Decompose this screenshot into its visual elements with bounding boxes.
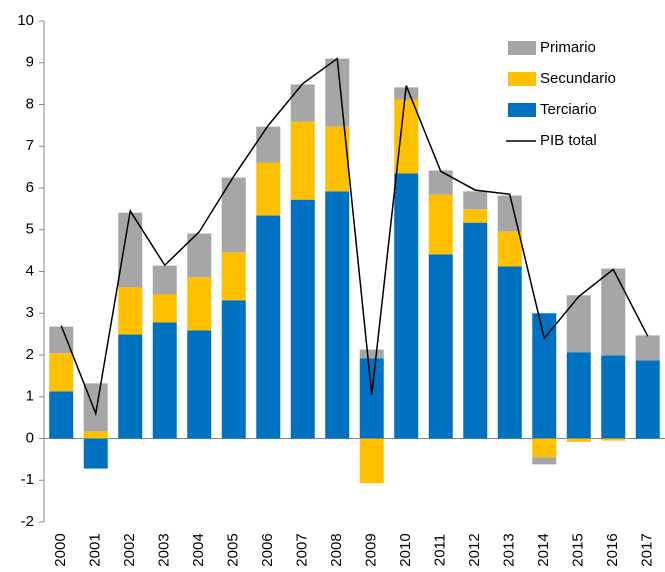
- bar-segment: [497, 231, 522, 267]
- y-tick-label: 1: [26, 388, 34, 405]
- legend-label: Primario: [540, 39, 596, 56]
- y-tick-label: 8: [26, 95, 34, 112]
- y-tick-label: 4: [26, 262, 34, 279]
- y-tick-label: 6: [26, 179, 34, 196]
- bar-segment: [394, 173, 419, 439]
- y-tick-label: 10: [17, 12, 34, 29]
- bar-segment: [49, 326, 74, 354]
- x-tick-label: 2016: [604, 533, 621, 566]
- bar-segment: [463, 222, 488, 439]
- bar-segment: [428, 254, 453, 439]
- bar-segment: [152, 322, 177, 439]
- legend-label: Terciario: [540, 101, 597, 118]
- legend-swatch: [508, 41, 536, 55]
- x-tick-label: 2012: [466, 533, 483, 566]
- x-tick-label: 2008: [328, 533, 345, 566]
- x-tick-label: 2009: [363, 533, 380, 566]
- bar-segment: [256, 162, 281, 216]
- y-tick-label: 0: [26, 429, 34, 446]
- bar-segment: [601, 268, 626, 356]
- y-tick-label: -1: [21, 471, 34, 488]
- y-tick-label: 5: [26, 221, 34, 238]
- bar-segment: [463, 191, 488, 210]
- bar-segment: [221, 252, 246, 301]
- bar-segment: [187, 277, 212, 331]
- bar-segment: [221, 300, 246, 439]
- bar-segment: [256, 215, 281, 439]
- bar-segment: [359, 438, 384, 484]
- x-tick-label: 2011: [432, 534, 449, 566]
- x-tick-label: 2013: [501, 533, 518, 566]
- x-tick-label: 2005: [225, 533, 242, 566]
- bar-segment: [290, 121, 315, 200]
- bar-segment: [497, 195, 522, 232]
- x-tick-label: 2015: [570, 533, 587, 566]
- x-tick-label: 2002: [121, 533, 138, 566]
- bar-segment: [83, 431, 108, 439]
- x-tick-label: 2006: [259, 533, 276, 566]
- bar-segment: [635, 360, 660, 439]
- bar-segment: [359, 358, 384, 439]
- legend-swatch: [508, 103, 536, 117]
- bar-segment: [256, 126, 281, 163]
- bar-segment: [118, 212, 143, 288]
- x-tick-label: 2000: [52, 533, 69, 566]
- legend-swatch: [508, 72, 536, 86]
- bar-segment: [49, 353, 74, 392]
- bar-segment: [359, 349, 384, 359]
- y-tick-label: -2: [21, 513, 34, 530]
- bar-segment: [187, 330, 212, 439]
- bar-segment: [532, 438, 557, 458]
- y-tick-label: 9: [26, 54, 34, 71]
- bar-segment: [290, 199, 315, 439]
- bar-segment: [428, 194, 453, 255]
- bar-segment: [83, 438, 108, 469]
- x-tick-label: 2010: [397, 533, 414, 566]
- bar-segment: [566, 438, 591, 442]
- line: [60, 57, 649, 417]
- x-tick-label: 2007: [294, 533, 311, 566]
- bar-segment: [325, 58, 350, 127]
- bar-segment: [187, 233, 212, 278]
- bar-segment: [428, 170, 453, 195]
- bar-segment: [394, 87, 419, 100]
- bar-segment: [325, 191, 350, 439]
- bar-segment: [463, 209, 488, 223]
- bar-segment: [152, 294, 177, 323]
- bar-segment: [118, 287, 143, 335]
- bar-segment: [635, 335, 660, 361]
- x-tick-label: 2001: [87, 533, 104, 566]
- bar-segment: [601, 438, 626, 441]
- bar-segment: [118, 334, 143, 439]
- bar-segment: [532, 313, 557, 439]
- bar-segment: [49, 391, 74, 439]
- bar-segment: [566, 352, 591, 439]
- bar-segment: [566, 295, 591, 353]
- bar-segment: [532, 457, 557, 465]
- x-tick-label: 2003: [156, 533, 173, 566]
- y-tick-label: 7: [26, 137, 34, 154]
- bar-segment: [497, 266, 522, 439]
- legend-label: Secundario: [540, 70, 616, 87]
- bar-segment: [152, 265, 177, 295]
- legend-label: PIB total: [540, 132, 597, 149]
- bar-segment: [290, 84, 315, 122]
- y-tick-label: 3: [26, 304, 34, 321]
- x-tick-label: 2014: [535, 533, 552, 566]
- bar-segment: [601, 355, 626, 439]
- x-tick-label: 2017: [639, 533, 656, 566]
- y-tick-label: 2: [26, 346, 34, 363]
- x-tick-label: 2004: [190, 533, 207, 566]
